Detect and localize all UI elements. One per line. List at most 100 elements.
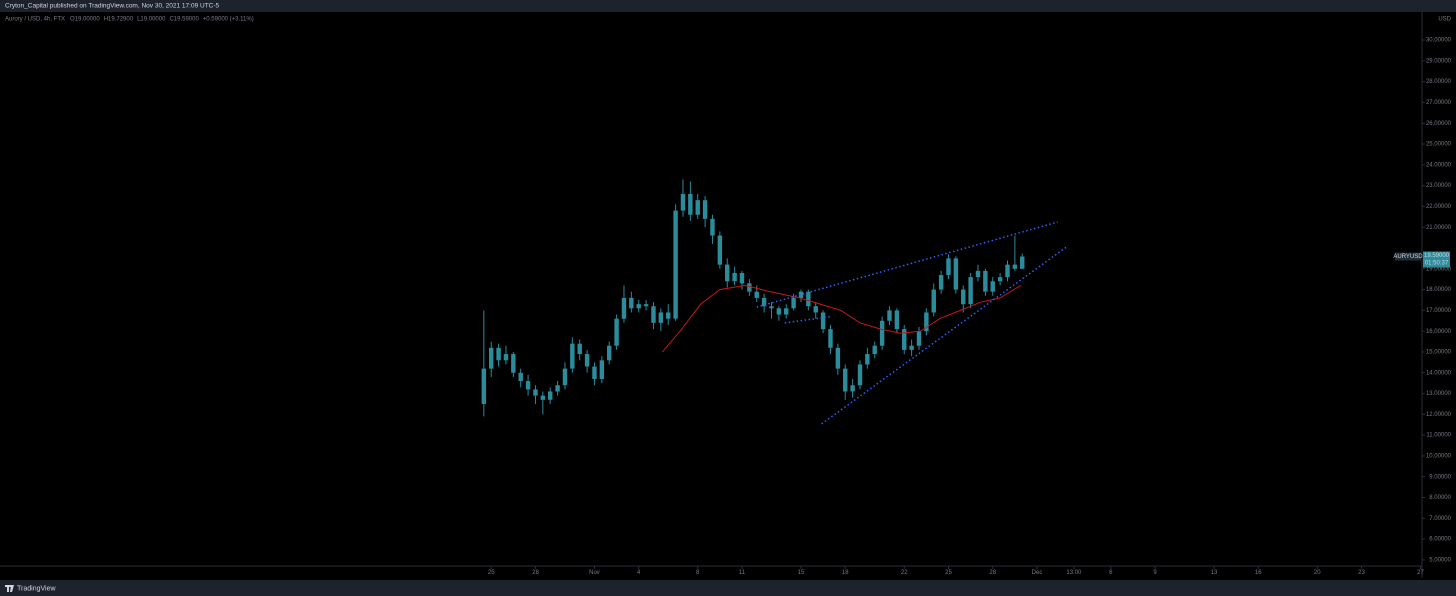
y-tick-label: 16.00000 [1426,329,1452,335]
y-tick-label: 10.00000 [1426,454,1452,460]
x-tick-label: 20 [1314,570,1321,576]
y-tick-label: 23.00000 [1426,183,1452,189]
candle-body [658,312,664,323]
x-tick-label: 18 [842,570,849,576]
candle-body [769,306,774,309]
x-tick-label: 27 [1417,570,1424,576]
currency-label: USD [1438,17,1451,23]
candle-body [680,193,686,211]
x-tick-label: 16 [1255,570,1262,576]
price-tag-countdown: 01:50:37 [1425,261,1449,267]
candle-body [584,354,590,367]
x-tick-label: Nov [589,570,600,576]
y-tick-label: 22.00000 [1426,204,1452,210]
x-tick-label: 25 [488,570,495,576]
footer-bar [0,580,1456,596]
x-tick-label: 25 [945,570,952,576]
candle-body [533,389,538,396]
candle-body [865,354,870,365]
candle-body [481,368,487,404]
brand-name: TradingView [17,585,56,592]
ohlc-value: L19.00000 [137,17,166,23]
ohlc-value: C19.59000 [169,17,199,23]
x-tick-label: 22 [901,570,908,576]
candle-body [555,385,560,392]
y-tick-label: 25.00000 [1426,142,1452,148]
moving-average [661,284,1022,353]
y-tick-label: 28.00000 [1426,79,1452,85]
candle-body [828,329,833,348]
candle-body [739,272,745,284]
ohlc-value: +0.59000 (+3.11%) [203,17,254,23]
y-tick-label: 8.00000 [1429,495,1451,501]
y-tick-label: 6.00000 [1429,537,1451,543]
x-tick-label: 4 [637,570,641,576]
candle-body [784,308,789,315]
candle-body [997,277,1003,282]
candle-body [953,258,959,290]
candle-body [806,291,811,307]
candle-body [850,385,855,392]
y-tick-label: 12.00000 [1426,412,1452,418]
x-tick-label: 13:00 [1066,570,1082,576]
candle-body [916,331,922,346]
candle-body [607,345,612,361]
candle-body [990,281,995,292]
candle-body [488,347,494,369]
candle-body [894,310,900,330]
candle-body [525,381,531,390]
candle-body [651,306,656,323]
price-tag-price: 19.59000 [1424,253,1450,259]
y-tick-label: 21.00000 [1426,225,1452,231]
candle-body [503,354,509,361]
top-bar [0,0,1456,12]
x-tick-label: 28 [989,570,996,576]
y-tick-label: 7.00000 [1429,516,1451,522]
y-tick-label: 29.00000 [1426,58,1452,64]
candle-body [511,354,516,373]
candle-body [820,312,826,330]
candle-body [835,347,841,369]
candle-body [938,275,944,290]
symbol-info: Aurory / USD, 4h, FTX [5,17,65,23]
candle-body [946,258,951,276]
candle-body [702,200,708,219]
candle-body [791,297,796,309]
candle-body [599,360,605,380]
candle-body [717,235,723,265]
ohlc-value: H19.72900 [104,17,134,23]
candle-body [636,304,641,309]
y-tick-label: 9.00000 [1429,474,1451,480]
x-tick-label: 23 [1358,570,1365,576]
y-tick-label: 17.00000 [1426,308,1452,314]
x-tick-label: 9 [1153,570,1157,576]
candle-body [592,366,597,380]
x-tick-label: 28 [532,570,539,576]
y-tick-label: 11.00000 [1426,433,1451,439]
price-tag-symbol: AURYUSD [1393,254,1423,260]
ohlc-legend: O19.00000 H19.72900 L19.00000 C19.59000 +0.5… [70,17,254,23]
candle-body [761,297,767,307]
candle-body [562,368,568,386]
candle-body [725,264,730,282]
brand-logo [5,585,14,592]
candle-body [577,343,582,355]
x-tick-label: 15 [798,570,805,576]
candle-body [961,289,966,305]
y-tick-label: 24.00000 [1426,162,1452,168]
candle-body [798,291,804,298]
candle-body [747,283,752,292]
candle-body [666,312,671,319]
candle-body [1005,264,1010,278]
y-tick-label: 19.00000 [1426,266,1452,272]
candle-body [872,345,877,355]
y-tick-label: 30.00000 [1426,38,1452,44]
candle-body [857,364,863,386]
candle-body [518,372,523,382]
ohlc-value: O19.00000 [70,17,100,23]
candle-body [1020,256,1025,269]
y-tick-label: 26.00000 [1426,121,1452,127]
x-tick-label: Dec [1032,570,1043,576]
candle-body [673,210,678,319]
